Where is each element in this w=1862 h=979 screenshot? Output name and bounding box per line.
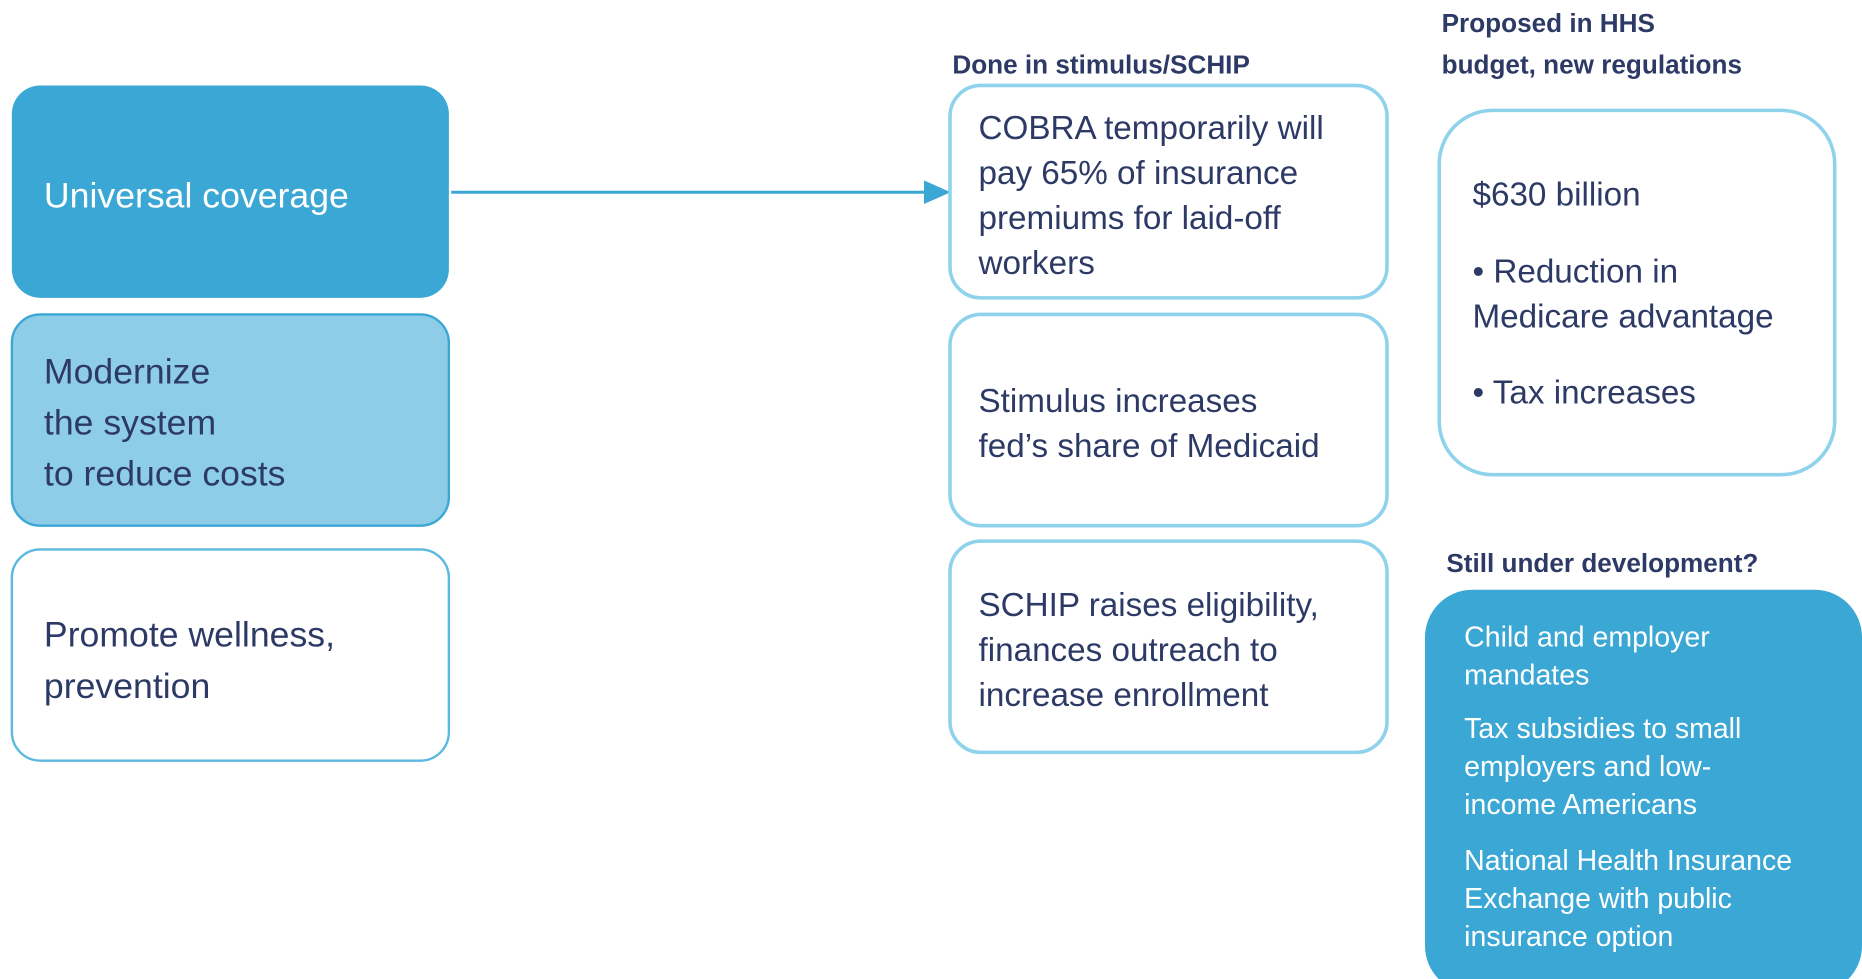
box-text: Modernize xyxy=(44,351,210,391)
box-text: Medicare advantage xyxy=(1473,299,1774,336)
box-text: insurance option xyxy=(1464,921,1673,953)
box-text: Exchange with public xyxy=(1464,883,1732,915)
box-text: income Americans xyxy=(1464,789,1697,821)
box-text: the system xyxy=(44,402,216,442)
box-text: National Health Insurance xyxy=(1464,845,1792,877)
heading: Done in stimulus/SCHIP xyxy=(952,50,1249,80)
box-stimulus xyxy=(948,312,1389,528)
box-text: SCHIP raises eligibility, xyxy=(979,587,1319,624)
box-text: increase enrollment xyxy=(979,677,1269,714)
box-text: • Tax increases xyxy=(1473,374,1696,411)
box-text: fed’s share of Medicaid xyxy=(979,428,1320,465)
box-text: workers xyxy=(977,245,1094,282)
heading: Proposed in HHS xyxy=(1442,8,1655,38)
box-text: $630 billion xyxy=(1473,176,1641,213)
box-development xyxy=(1425,589,1862,979)
box-text: pay 65% of insurance xyxy=(979,155,1299,192)
box-universal xyxy=(11,85,449,298)
box-text: prevention xyxy=(44,666,210,706)
box-modernize xyxy=(10,313,451,527)
box-text: to reduce costs xyxy=(44,453,286,493)
box-cobra xyxy=(948,83,1389,300)
box-text: Stimulus increases xyxy=(979,383,1258,420)
box-text: mandates xyxy=(1464,660,1589,692)
box-text: Universal coverage xyxy=(44,176,349,216)
box-text: finances outreach to xyxy=(979,632,1278,669)
box-text: COBRA temporarily will xyxy=(979,110,1324,147)
box-proposed xyxy=(1437,108,1837,477)
box-text: Child and employer xyxy=(1464,622,1710,654)
box-text: premiums for laid-off xyxy=(979,200,1282,237)
box-text: Promote wellness, xyxy=(44,615,335,655)
box-text: Tax subsidies to small xyxy=(1464,713,1741,745)
heading: budget, new regulations xyxy=(1442,50,1742,80)
box-text: employers and low- xyxy=(1464,751,1711,783)
box-wellness xyxy=(10,548,451,762)
heading: Still under development? xyxy=(1446,548,1758,578)
box-text: • Reduction in xyxy=(1473,253,1679,290)
box-schip xyxy=(948,539,1389,755)
